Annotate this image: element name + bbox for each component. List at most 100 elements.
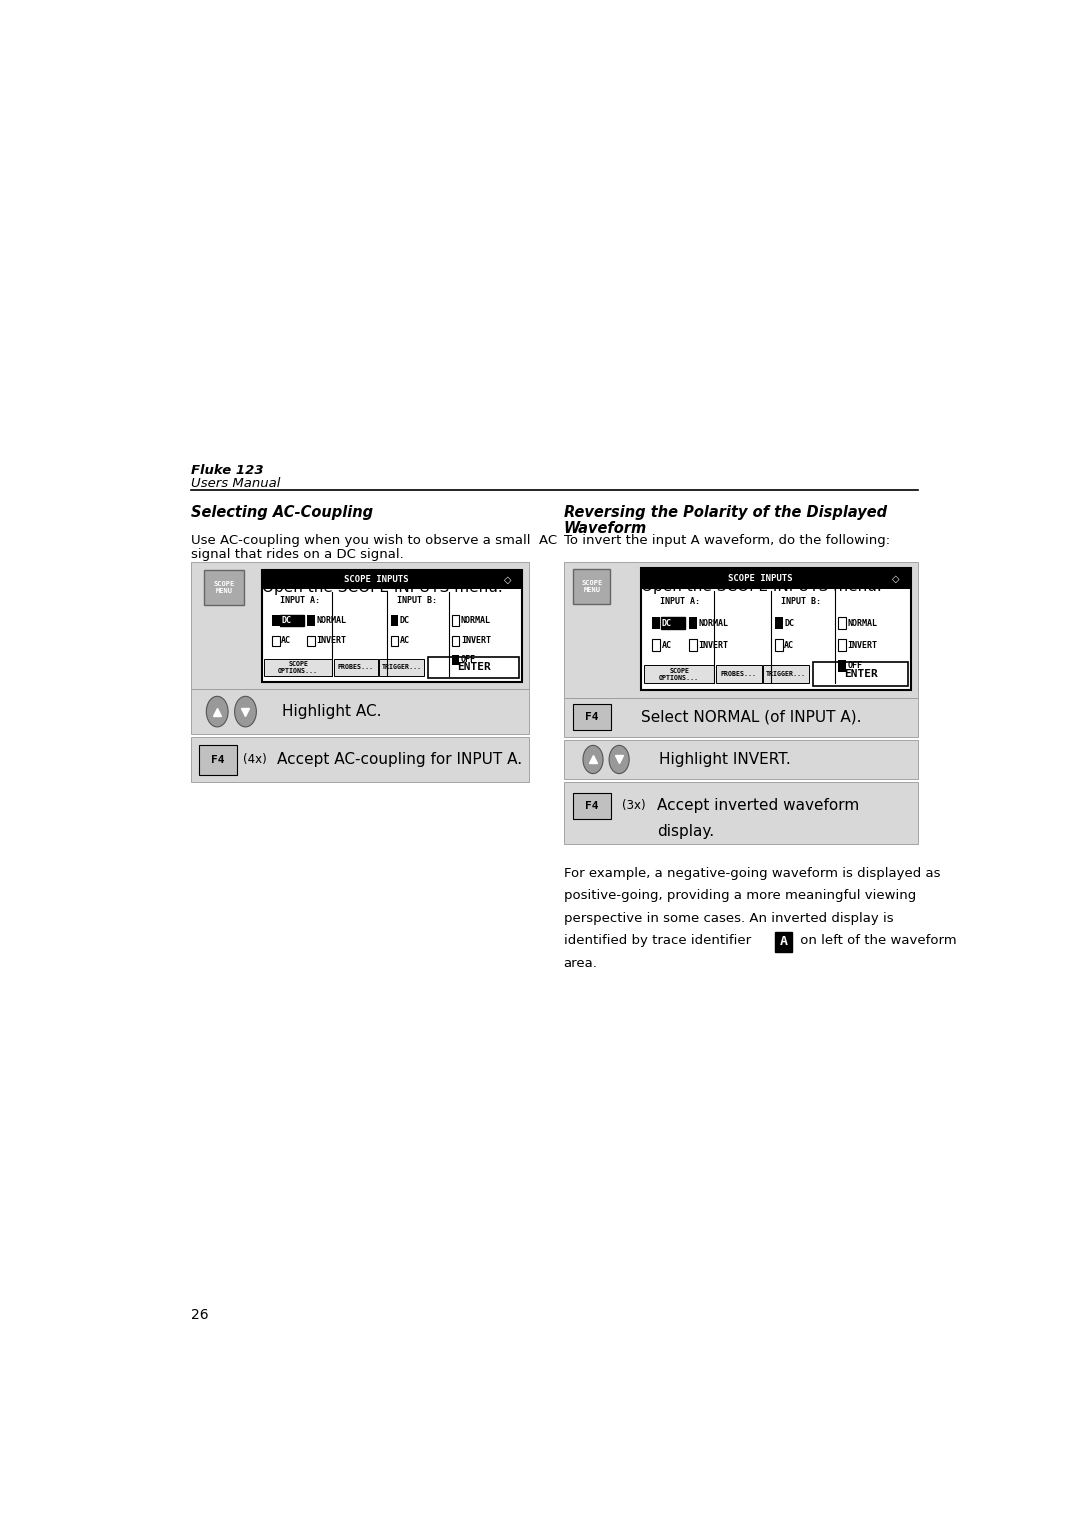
FancyBboxPatch shape bbox=[199, 746, 237, 775]
Text: signal that rides on a DC signal.: signal that rides on a DC signal. bbox=[191, 547, 404, 561]
Text: F4: F4 bbox=[585, 801, 598, 811]
Bar bbox=[272, 616, 280, 626]
FancyBboxPatch shape bbox=[661, 617, 685, 630]
FancyBboxPatch shape bbox=[573, 704, 611, 730]
Text: NORMAL: NORMAL bbox=[461, 616, 490, 625]
Text: Reversing the Polarity of the Displayed: Reversing the Polarity of the Displayed bbox=[564, 506, 887, 520]
Text: ENTER: ENTER bbox=[457, 662, 490, 672]
FancyBboxPatch shape bbox=[764, 665, 809, 683]
Circle shape bbox=[583, 746, 603, 773]
FancyBboxPatch shape bbox=[573, 568, 610, 604]
Text: SCOPE
MENU: SCOPE MENU bbox=[581, 581, 603, 593]
Bar bbox=[689, 617, 697, 630]
FancyBboxPatch shape bbox=[573, 793, 611, 819]
Bar bbox=[308, 636, 315, 646]
Text: OFF: OFF bbox=[848, 662, 863, 671]
Text: To invert the input A waveform, do the following:: To invert the input A waveform, do the f… bbox=[564, 535, 890, 547]
FancyBboxPatch shape bbox=[642, 567, 910, 689]
Text: positive-going, providing a more meaningful viewing: positive-going, providing a more meaning… bbox=[564, 889, 916, 903]
Text: DC: DC bbox=[661, 619, 672, 628]
Text: TRIGGER...: TRIGGER... bbox=[766, 671, 806, 677]
FancyBboxPatch shape bbox=[191, 689, 529, 733]
Text: ENTER: ENTER bbox=[843, 669, 877, 678]
Circle shape bbox=[234, 697, 256, 727]
Text: SCOPE
MENU: SCOPE MENU bbox=[214, 581, 235, 594]
FancyBboxPatch shape bbox=[428, 657, 519, 678]
FancyBboxPatch shape bbox=[334, 659, 378, 675]
FancyBboxPatch shape bbox=[564, 698, 918, 736]
Text: 26: 26 bbox=[191, 1308, 208, 1322]
Text: area.: area. bbox=[564, 957, 597, 970]
Text: (3x): (3x) bbox=[622, 799, 646, 813]
Text: Accept AC-coupling for INPUT A.: Accept AC-coupling for INPUT A. bbox=[276, 752, 522, 767]
Text: INPUT A:: INPUT A: bbox=[660, 596, 700, 605]
Text: PROBES...: PROBES... bbox=[338, 665, 374, 671]
Text: DC: DC bbox=[281, 616, 291, 625]
Bar bbox=[391, 636, 399, 646]
Bar bbox=[451, 654, 459, 665]
FancyBboxPatch shape bbox=[813, 662, 908, 686]
Text: Use AC-coupling when you wish to observe a small  AC: Use AC-coupling when you wish to observe… bbox=[191, 535, 557, 547]
Text: NORMAL: NORMAL bbox=[698, 619, 728, 628]
Text: DC: DC bbox=[784, 619, 794, 628]
Bar bbox=[391, 616, 399, 626]
Bar bbox=[838, 660, 846, 672]
Text: Highlight INVERT.: Highlight INVERT. bbox=[659, 752, 791, 767]
Text: on left of the waveform: on left of the waveform bbox=[796, 934, 957, 947]
FancyBboxPatch shape bbox=[265, 659, 332, 675]
Text: F4: F4 bbox=[211, 755, 225, 766]
Text: display.: display. bbox=[658, 824, 715, 839]
Text: identified by trace identifier: identified by trace identifier bbox=[564, 934, 755, 947]
Text: Fluke 123: Fluke 123 bbox=[191, 463, 264, 477]
Text: Accept inverted waveform: Accept inverted waveform bbox=[658, 798, 860, 813]
Text: INPUT B:: INPUT B: bbox=[782, 596, 822, 605]
Text: Open the SCOPE INPUTS menu.: Open the SCOPE INPUTS menu. bbox=[261, 581, 502, 594]
Text: Users Manual: Users Manual bbox=[191, 477, 280, 490]
Text: SCOPE INPUTS: SCOPE INPUTS bbox=[345, 575, 408, 584]
Text: Waveform: Waveform bbox=[564, 521, 647, 536]
Text: TRIGGER...: TRIGGER... bbox=[381, 665, 421, 671]
Text: Highlight AC.: Highlight AC. bbox=[282, 704, 381, 720]
Text: INVERT: INVERT bbox=[698, 640, 728, 649]
FancyBboxPatch shape bbox=[379, 659, 423, 675]
Bar bbox=[838, 639, 846, 651]
FancyBboxPatch shape bbox=[204, 570, 244, 605]
Text: Selecting AC-Coupling: Selecting AC-Coupling bbox=[191, 506, 373, 520]
FancyBboxPatch shape bbox=[261, 570, 522, 590]
Text: PROBES...: PROBES... bbox=[720, 671, 757, 677]
Text: DC: DC bbox=[400, 616, 409, 625]
FancyBboxPatch shape bbox=[564, 782, 918, 843]
Bar bbox=[689, 639, 697, 651]
Text: For example, a negative-going waveform is displayed as: For example, a negative-going waveform i… bbox=[564, 868, 940, 880]
Text: AC: AC bbox=[662, 640, 672, 649]
Bar bbox=[838, 617, 846, 630]
Text: INPUT A:: INPUT A: bbox=[280, 596, 320, 605]
Bar bbox=[308, 616, 315, 626]
Text: ◇: ◇ bbox=[892, 573, 900, 584]
Text: (4x): (4x) bbox=[243, 753, 267, 767]
Bar bbox=[451, 616, 459, 626]
FancyBboxPatch shape bbox=[775, 932, 792, 952]
Bar bbox=[774, 617, 783, 630]
FancyBboxPatch shape bbox=[281, 616, 303, 626]
Text: NORMAL: NORMAL bbox=[316, 616, 347, 625]
Text: Open the SCOPE INPUTS menu.: Open the SCOPE INPUTS menu. bbox=[642, 579, 882, 594]
Text: Select NORMAL (of INPUT A).: Select NORMAL (of INPUT A). bbox=[642, 709, 862, 724]
Text: SCOPE
OPTIONS...: SCOPE OPTIONS... bbox=[659, 668, 699, 680]
Bar bbox=[652, 617, 660, 630]
Text: A: A bbox=[780, 935, 787, 949]
Text: AC: AC bbox=[281, 636, 292, 645]
FancyBboxPatch shape bbox=[564, 562, 918, 698]
Text: NORMAL: NORMAL bbox=[848, 619, 877, 628]
Text: INVERT: INVERT bbox=[316, 636, 347, 645]
Text: SCOPE
OPTIONS...: SCOPE OPTIONS... bbox=[279, 662, 319, 674]
Text: OFF: OFF bbox=[461, 656, 476, 665]
Bar bbox=[451, 636, 459, 646]
Text: INPUT B:: INPUT B: bbox=[397, 596, 437, 605]
Text: SCOPE INPUTS: SCOPE INPUTS bbox=[728, 575, 792, 582]
FancyBboxPatch shape bbox=[191, 562, 529, 689]
Text: perspective in some cases. An inverted display is: perspective in some cases. An inverted d… bbox=[564, 912, 893, 924]
Text: ◇: ◇ bbox=[504, 575, 512, 585]
Text: INVERT: INVERT bbox=[461, 636, 490, 645]
FancyBboxPatch shape bbox=[642, 567, 910, 588]
